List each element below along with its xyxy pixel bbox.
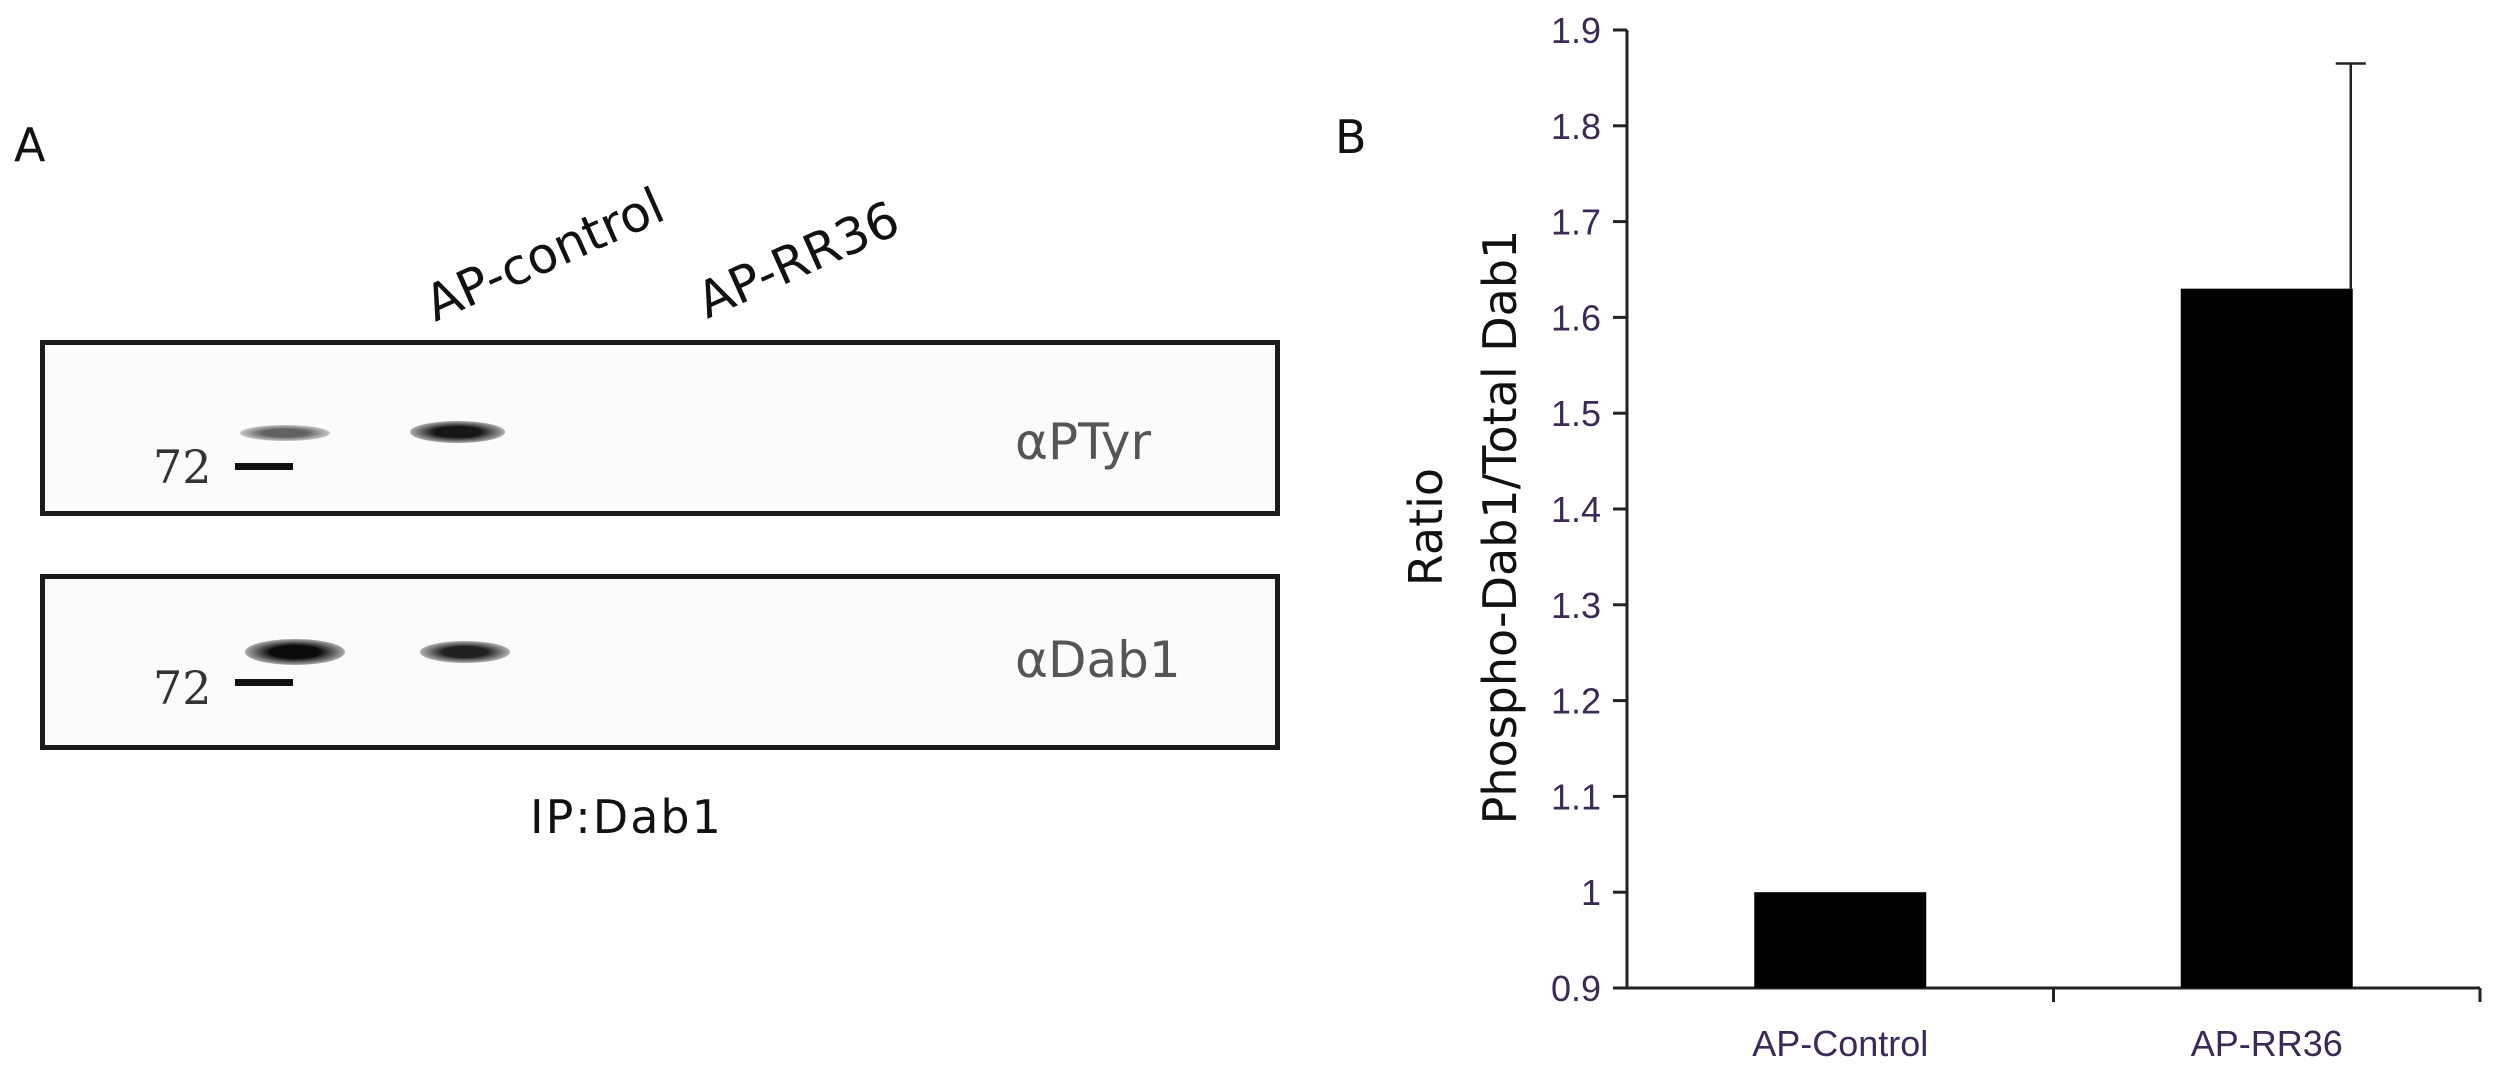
antibody-label-ptyr: αPTyr xyxy=(1015,413,1152,471)
y-tick-label-3: 1.2 xyxy=(1551,681,1601,722)
antibody-label-dab1: αDab1 xyxy=(1015,631,1181,689)
y-tick-label-4: 1.3 xyxy=(1551,585,1601,626)
y-tick-label-8: 1.7 xyxy=(1551,202,1601,243)
ip-caption: IP:Dab1 xyxy=(530,790,723,844)
y-tick-label-9: 1.8 xyxy=(1551,106,1601,147)
y-tick-label-1: 1 xyxy=(1581,872,1601,913)
marker-72-dab1: 72 xyxy=(153,661,212,715)
bar-chart: 0.9 1 1.1 1.2 1.3 1.4 1.5 1.6 1.7 1.8 1.9 AP-Contro… xyxy=(1551,10,2482,1064)
marker-dash-ptyr xyxy=(235,463,293,470)
band-ptyr-ap-rr36 xyxy=(410,421,505,443)
y-tick-label-2: 1.1 xyxy=(1551,776,1601,817)
lane-label-ap-rr36: AP-RR36 xyxy=(688,189,908,330)
y-tick-label-10: 1.9 xyxy=(1551,10,1601,51)
y-tick-label-5: 1.4 xyxy=(1551,489,1601,530)
y-tick-label-7: 1.6 xyxy=(1551,297,1601,338)
band-dab1-ap-rr36 xyxy=(420,641,510,663)
x-category-label-0: AP-Control xyxy=(1752,1023,1928,1064)
western-blot-dab1: 72 αDab1 xyxy=(40,574,1280,750)
marker-dash-dab1 xyxy=(235,679,293,686)
band-ptyr-ap-control xyxy=(240,425,330,441)
panel-b-label: B xyxy=(1335,110,1367,164)
band-dab1-ap-control xyxy=(245,639,345,665)
marker-72-ptyr: 72 xyxy=(153,440,212,494)
y-tick-label-6: 1.5 xyxy=(1551,393,1601,434)
y-tick-label-0: 0.9 xyxy=(1551,968,1601,1009)
western-blot-ptyr: 72 αPTyr xyxy=(40,340,1280,516)
bar-ap-control xyxy=(1754,892,1927,988)
bar-ap-rr36 xyxy=(2180,288,2353,988)
panel-a-label: A xyxy=(14,118,46,172)
x-category-label-1: AP-RR36 xyxy=(2191,1023,2343,1064)
lane-label-ap-control: AP-control xyxy=(416,176,673,333)
